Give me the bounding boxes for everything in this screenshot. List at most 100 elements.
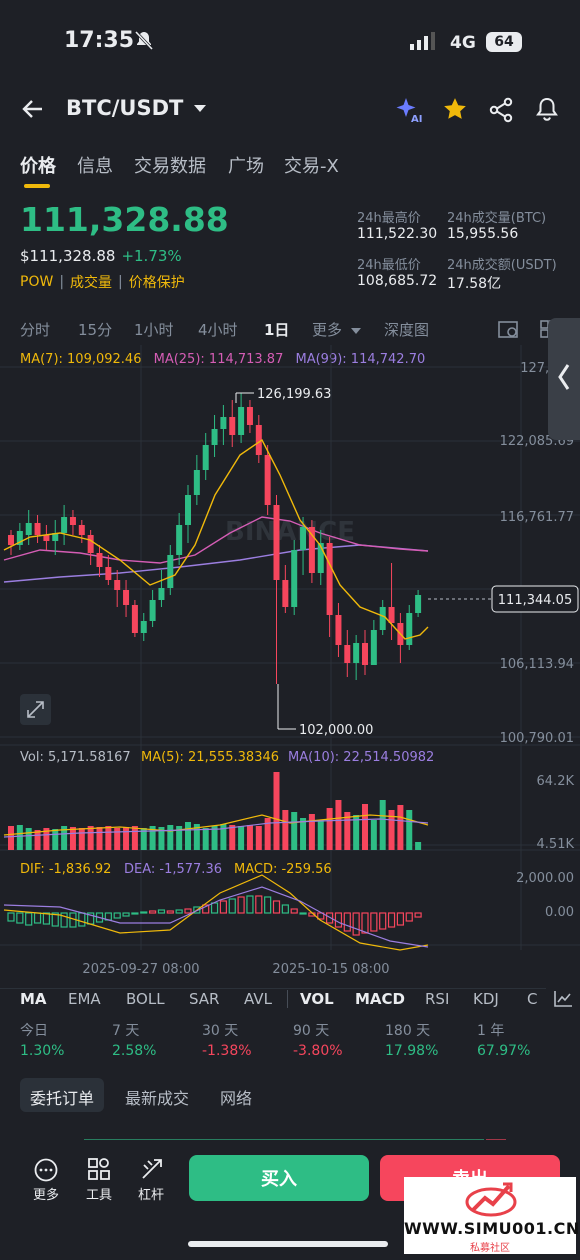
tf-depth[interactable]: 深度图	[384, 321, 430, 339]
volume-bar	[238, 826, 245, 850]
pair-selector[interactable]: BTC/USDT	[66, 96, 207, 120]
volume-bar	[61, 826, 68, 850]
ind-avl[interactable]: AVL	[244, 990, 272, 1008]
volume-bar	[69, 827, 76, 850]
indicator-settings-icon[interactable]	[546, 987, 580, 1011]
macd-dif-path	[3, 874, 429, 951]
candle-body	[131, 605, 138, 633]
low-annotation: 102,000.00	[277, 684, 373, 738]
tab-square[interactable]: 广场	[228, 156, 264, 177]
ind-kdj[interactable]: KDJ	[473, 990, 499, 1008]
volume-bar	[406, 810, 413, 850]
share-icon[interactable]	[488, 97, 514, 127]
perf-value: 67.97%	[477, 1043, 531, 1059]
volume-bar	[335, 800, 342, 850]
macd-dea-legend: DEA: -1,577.36	[124, 862, 222, 877]
tag-volume[interactable]: 成交量	[70, 275, 113, 291]
tools-icon[interactable]	[88, 1158, 110, 1184]
candle-body	[158, 588, 165, 600]
tf-1h[interactable]: 1小时	[134, 321, 174, 339]
signal-icon	[410, 32, 438, 54]
ind-boll[interactable]: BOLL	[126, 990, 165, 1008]
low-label: 102,000.00	[299, 723, 373, 738]
ind-sar[interactable]: SAR	[189, 990, 220, 1008]
volume-bar	[264, 818, 271, 850]
macd-bar	[352, 912, 360, 936]
volume-bar	[317, 820, 324, 850]
tf-1d[interactable]: 1日	[264, 321, 290, 339]
macd-bar	[387, 912, 396, 928]
macd-bar	[370, 912, 378, 932]
watermark-sub: 私募社区	[470, 1243, 510, 1254]
macd-axis-top: 2,000.00	[516, 871, 574, 886]
volume-bar	[282, 810, 289, 850]
candle-body	[353, 643, 360, 663]
volume-bar	[8, 826, 14, 850]
last-price: 111,328.88	[20, 200, 229, 239]
ind-vol[interactable]: VOL	[300, 990, 334, 1008]
back-arrow-icon[interactable]	[20, 96, 46, 126]
volume-bar	[344, 812, 351, 850]
volume-bar	[149, 826, 156, 850]
favorite-star-icon[interactable]	[442, 96, 468, 126]
ind-ma[interactable]: MA	[20, 990, 47, 1008]
tf-15m[interactable]: 15分	[78, 321, 113, 339]
tag-pow[interactable]: POW	[20, 274, 54, 290]
macd-bar	[334, 912, 343, 928]
tf-more[interactable]: 更多	[312, 319, 362, 340]
current-price-box	[491, 585, 579, 613]
ind-ema[interactable]: EMA	[68, 990, 101, 1008]
macd-axis-zero: 0.00	[545, 905, 574, 920]
tag-price-protection[interactable]: 价格保护	[128, 275, 185, 291]
ma25-path	[3, 516, 429, 564]
tab-info[interactable]: 信息	[77, 156, 113, 177]
buy-button[interactable]: 买入	[189, 1155, 369, 1201]
tab-recent-trades[interactable]: 最新成交	[125, 1089, 190, 1108]
ai-sparkle-icon[interactable]: AI	[394, 96, 424, 128]
ind-more[interactable]: C	[527, 990, 538, 1008]
ind-macd[interactable]: MACD	[355, 990, 405, 1008]
date-label-0: 2025-09-27 08:00	[82, 962, 199, 975]
tab-trade-data[interactable]: 交易数据	[134, 156, 206, 177]
ind-rsi[interactable]: RSI	[425, 990, 450, 1008]
candle-body	[8, 535, 14, 545]
candle-body	[344, 645, 351, 663]
tf-4h[interactable]: 4小时	[198, 321, 238, 339]
tf-time-share[interactable]: 分时	[20, 321, 51, 339]
stat-low-value: 108,685.72	[357, 273, 438, 289]
perf-value: 17.98%	[385, 1043, 439, 1059]
more-icon[interactable]	[34, 1158, 58, 1186]
volume-bar	[308, 814, 315, 850]
volume-bar	[291, 812, 298, 850]
volume-bars	[3, 772, 429, 850]
ma99-legend: MA(99): 114,742.70	[295, 352, 426, 367]
side-panel-handle[interactable]	[548, 318, 580, 440]
volume-bar	[353, 815, 360, 850]
more-label: 更多	[33, 1188, 60, 1203]
bell-icon[interactable]	[534, 96, 560, 126]
macd-bar	[16, 912, 24, 924]
macd-bar	[51, 912, 59, 927]
chart-settings-icon[interactable]	[498, 320, 520, 344]
macd-bar	[237, 896, 245, 914]
macd-bars	[3, 874, 429, 951]
stat-vol-btc-value: 15,955.56	[447, 226, 519, 242]
tab-open-orders[interactable]: 委托订单	[30, 1089, 95, 1108]
kline-chart[interactable]: BINANCE 126,199.63 102,000.00 111,344.05…	[0, 345, 580, 975]
tab-network[interactable]: 网络	[220, 1089, 253, 1108]
volume-bar	[220, 824, 227, 850]
perf-value: 1.30%	[20, 1043, 65, 1059]
tab-trade-x[interactable]: 交易-X	[284, 156, 339, 177]
macd-bar	[78, 912, 86, 927]
watermark-logo	[465, 1182, 517, 1217]
high-label: 126,199.63	[257, 387, 331, 402]
candle-body	[255, 425, 262, 455]
volume-bar	[193, 824, 200, 850]
tab-price[interactable]: 价格	[20, 156, 56, 177]
leverage-icon[interactable]	[140, 1157, 164, 1185]
perf-label: 30 天	[202, 1023, 239, 1039]
price-axis-4: 100,790.01	[500, 731, 574, 746]
battery-icon: 64	[486, 32, 522, 52]
ma7-path	[3, 438, 429, 640]
macd-bar	[272, 900, 281, 914]
